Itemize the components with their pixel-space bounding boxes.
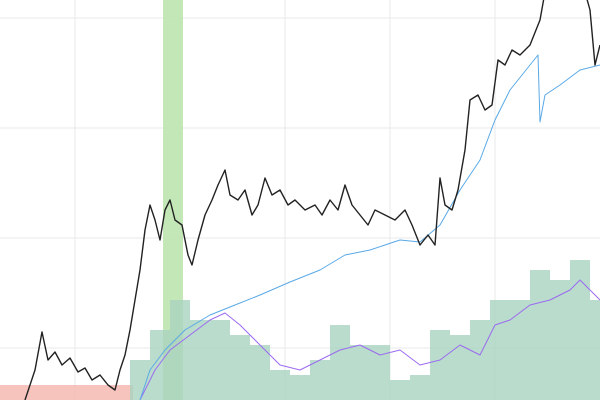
- volume-bar: [170, 300, 190, 400]
- volume-bar: [450, 335, 470, 400]
- volume-bar: [330, 325, 350, 400]
- volume-bar: [430, 330, 450, 400]
- volume-bar: [490, 300, 510, 400]
- line-series: [139, 279, 600, 400]
- volume-bar: [290, 375, 310, 400]
- volume-bar: [310, 360, 330, 400]
- volume-bar: [370, 345, 390, 400]
- volume-bar: [250, 345, 270, 400]
- volume-bar: [190, 320, 210, 400]
- volume-bar: [210, 320, 230, 400]
- volume-bar: [390, 380, 410, 400]
- volume-bar: [410, 375, 430, 400]
- highlight-span: [0, 385, 133, 400]
- line-series: [139, 54, 600, 400]
- volume-bar: [510, 300, 530, 400]
- volume-bar: [470, 320, 490, 400]
- volume-bar: [230, 335, 250, 400]
- line-series: [24, 0, 600, 400]
- volume-bar: [590, 300, 600, 400]
- volume-bar: [530, 270, 550, 400]
- volume-bar: [550, 280, 570, 400]
- volume-bar: [270, 370, 290, 400]
- volume-bar: [350, 345, 370, 400]
- volume-bar: [570, 260, 590, 400]
- volume-bar: [150, 330, 170, 400]
